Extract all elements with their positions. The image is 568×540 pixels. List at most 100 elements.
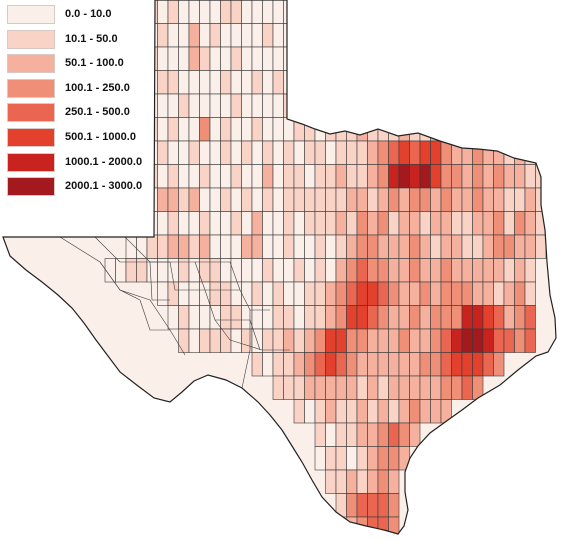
county [356, 211, 368, 236]
county [241, 234, 253, 259]
county [514, 234, 526, 259]
county [325, 140, 337, 165]
county [472, 352, 484, 377]
county [241, 0, 253, 24]
county [262, 164, 274, 189]
county [199, 328, 211, 353]
county [482, 281, 494, 306]
county [377, 211, 389, 236]
legend-label: 500.1 - 1000.0 [65, 130, 136, 143]
county [514, 328, 526, 353]
county [388, 234, 400, 259]
county [178, 328, 190, 353]
county [283, 93, 295, 118]
county [493, 187, 505, 212]
county [451, 164, 463, 189]
county [304, 281, 316, 306]
county [356, 446, 368, 471]
county [346, 117, 358, 142]
county [461, 352, 473, 377]
county [472, 281, 484, 306]
county [251, 234, 263, 259]
county [503, 164, 515, 189]
county [524, 234, 536, 259]
county [398, 305, 410, 330]
legend-swatch [7, 152, 55, 172]
county [251, 93, 263, 118]
county [419, 234, 431, 259]
county [199, 140, 211, 165]
county [461, 281, 473, 306]
county [367, 140, 379, 165]
county [241, 328, 253, 353]
county [188, 328, 200, 353]
county [398, 140, 410, 165]
county [167, 211, 179, 236]
legend-swatch [7, 78, 55, 98]
county [230, 258, 242, 283]
county [398, 258, 410, 283]
county [220, 0, 232, 24]
county [178, 0, 190, 24]
county [356, 516, 368, 534]
county [346, 211, 358, 236]
legend-swatch [7, 127, 55, 147]
county [104, 258, 116, 283]
county [220, 117, 232, 142]
county [367, 422, 379, 447]
county [178, 117, 190, 142]
county [377, 140, 389, 165]
county [482, 258, 494, 283]
county [157, 70, 169, 95]
county [493, 328, 505, 353]
county [293, 352, 305, 377]
county [314, 140, 326, 165]
county [220, 70, 232, 95]
county [388, 446, 400, 471]
county [367, 234, 379, 259]
county [472, 164, 484, 189]
county [451, 328, 463, 353]
county [262, 93, 274, 118]
county [398, 164, 410, 189]
county [461, 234, 473, 259]
county [241, 187, 253, 212]
county [251, 211, 263, 236]
county [419, 258, 431, 283]
county [272, 117, 284, 142]
county [325, 211, 337, 236]
county [388, 305, 400, 330]
county [514, 258, 526, 283]
county [262, 187, 274, 212]
county [514, 164, 526, 189]
county [314, 352, 326, 377]
county [283, 258, 295, 283]
county [325, 258, 337, 283]
county [398, 399, 410, 424]
county [535, 234, 547, 259]
county [451, 352, 463, 377]
county [272, 375, 284, 400]
county [335, 305, 347, 330]
county [398, 352, 410, 377]
county [472, 140, 484, 165]
county [388, 352, 400, 377]
county [388, 375, 400, 400]
county [220, 164, 232, 189]
county [356, 469, 368, 494]
county [451, 211, 463, 236]
county [272, 46, 284, 71]
county [335, 164, 347, 189]
county [451, 140, 463, 165]
county [367, 446, 379, 471]
county [188, 305, 200, 330]
county-boundary [99, 261, 171, 331]
county [220, 211, 232, 236]
county [314, 328, 326, 353]
county [409, 211, 421, 236]
county [251, 23, 263, 48]
county [230, 46, 242, 71]
county [230, 70, 242, 95]
county [503, 140, 515, 165]
